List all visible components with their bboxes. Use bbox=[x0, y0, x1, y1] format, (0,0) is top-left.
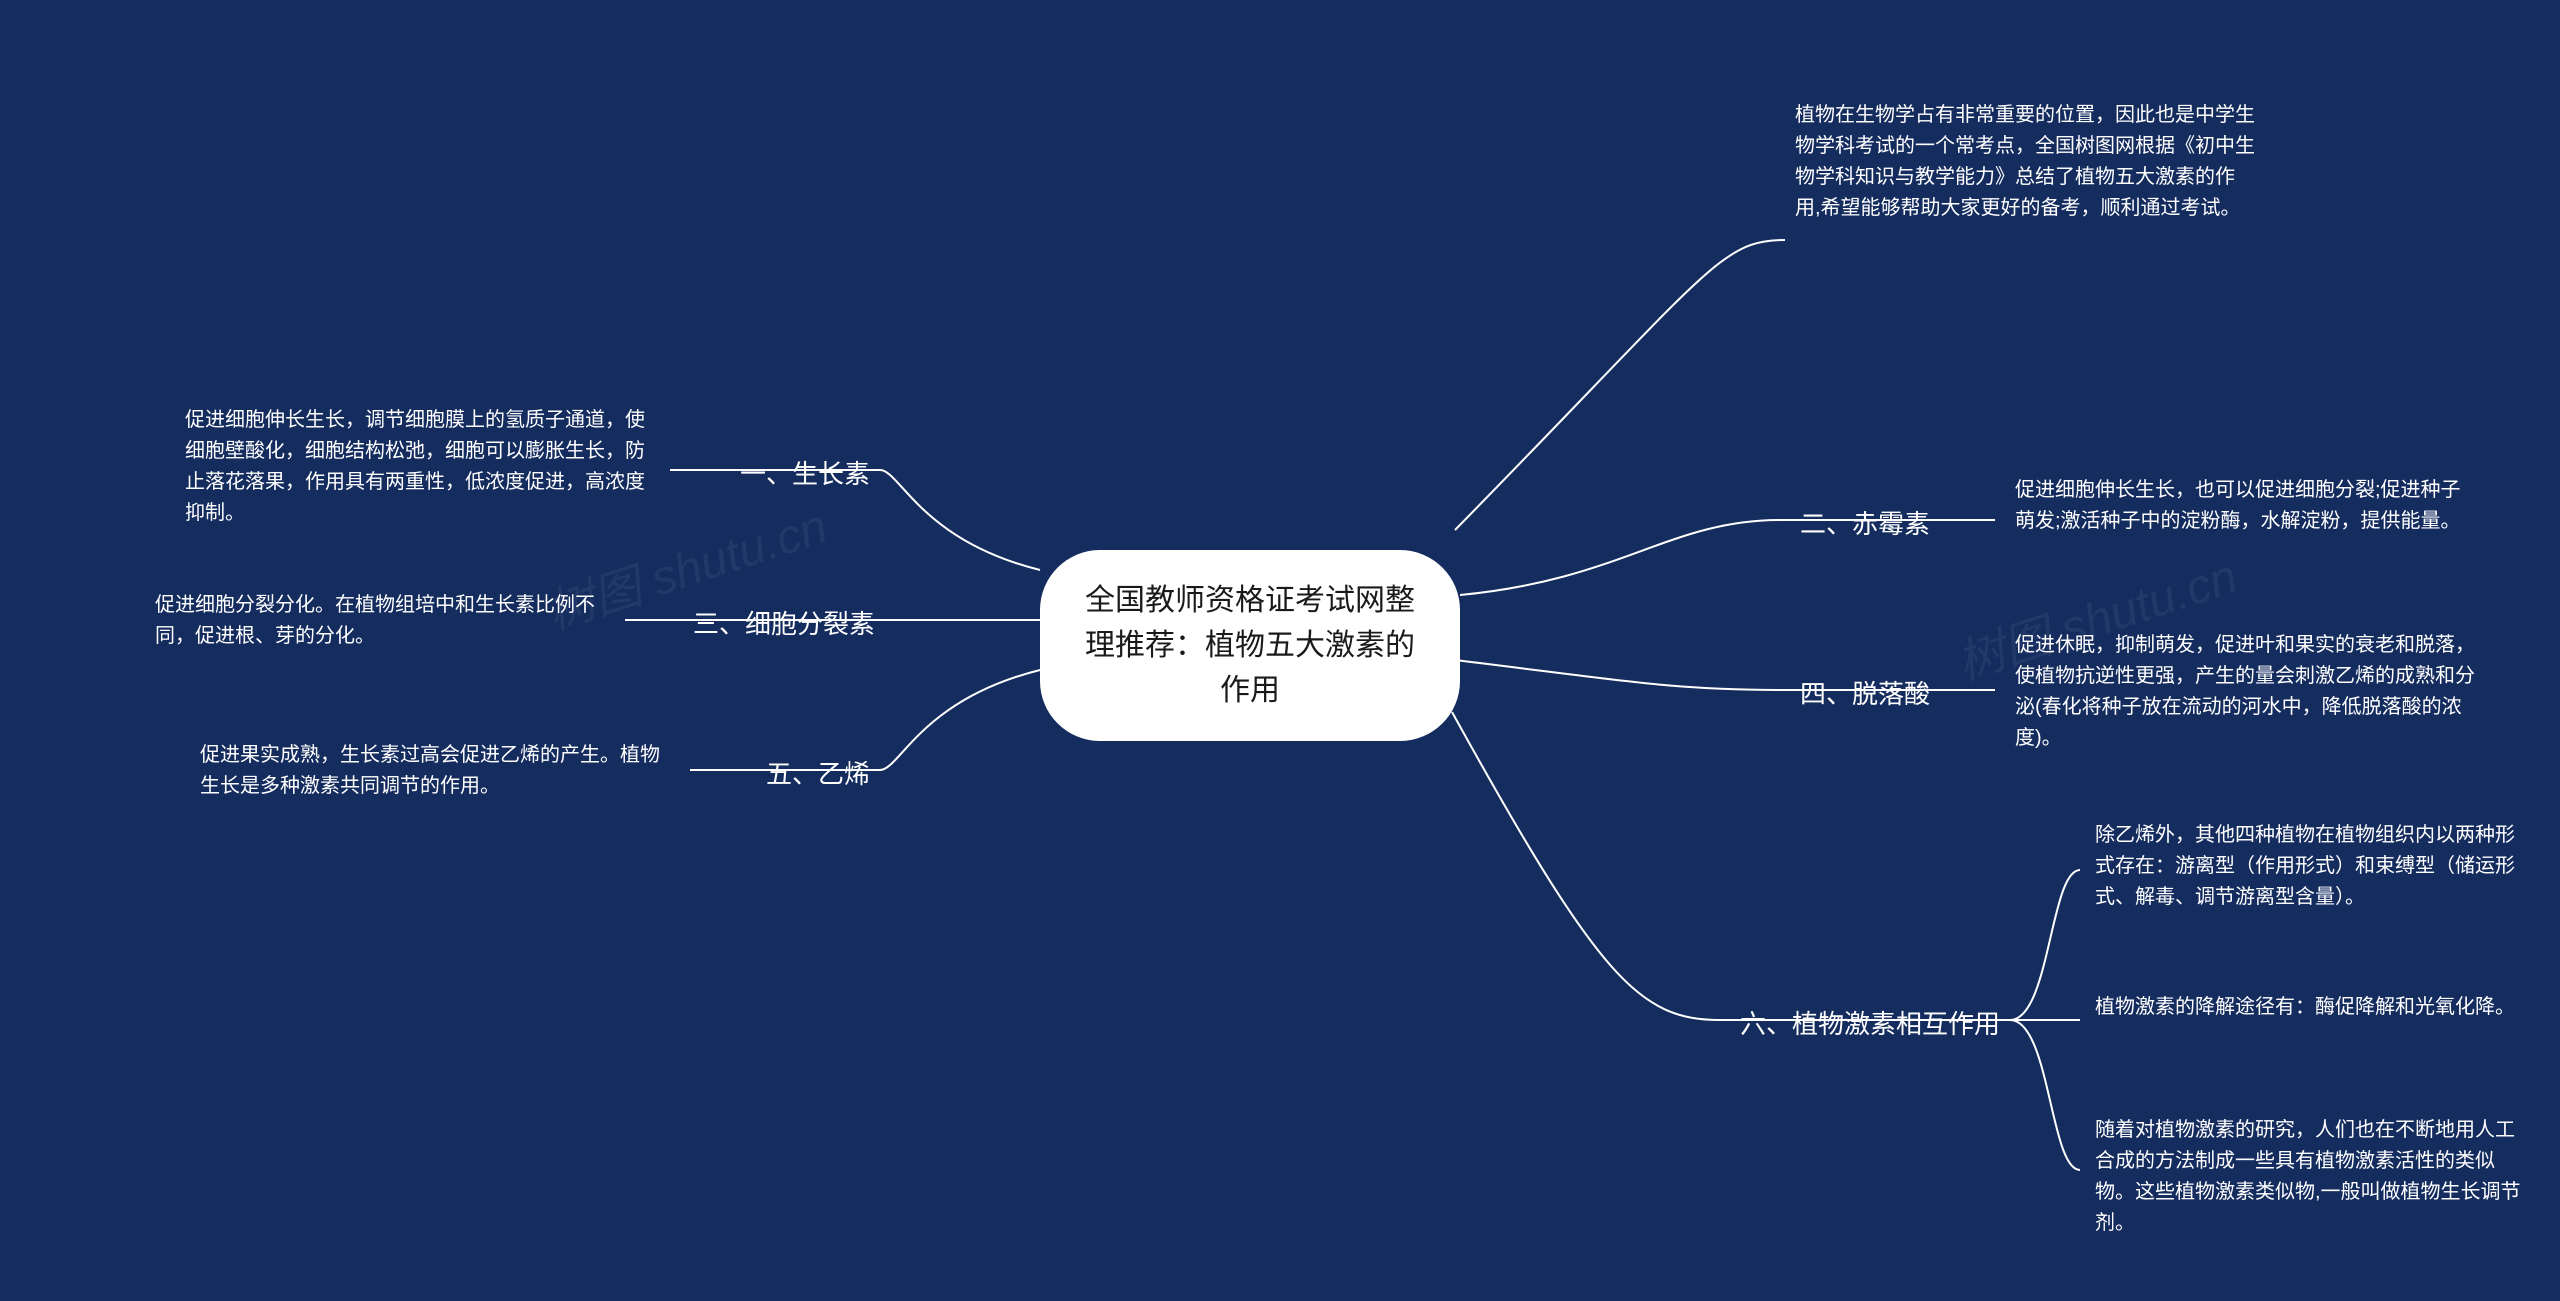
branch-n4: 四、脱落酸 bbox=[1800, 676, 1930, 712]
leaf-n6-1: 植物激素的降解途径有：酶促降解和光氧化降。 bbox=[2095, 992, 2525, 1023]
leaf-intro-0: 植物在生物学占有非常重要的位置，因此也是中学生物学科考试的一个常考点，全国树图网… bbox=[1795, 100, 2255, 224]
branch-n6: 六、植物激素相互作用 bbox=[1740, 1006, 2000, 1042]
leaf-n5-0: 促进果实成熟，生长素过高会促进乙烯的产生。植物生长是多种激素共同调节的作用。 bbox=[200, 740, 675, 802]
leaf-n2-0: 促进细胞伸长生长，也可以促进细胞分裂;促进种子萌发;激活种子中的淀粉酶，水解淀粉… bbox=[2015, 475, 2465, 537]
central-node: 全国教师资格证考试网整理推荐：植物五大激素的作用 bbox=[1040, 550, 1460, 741]
leaf-n1-0: 促进细胞伸长生长，调节细胞膜上的氢质子通道，使细胞壁酸化，细胞结构松弛，细胞可以… bbox=[185, 405, 655, 529]
mindmap-canvas: 树图 shutu.cn 树图 shutu.cn 全国教师资格证考试网整理推荐：植… bbox=[0, 0, 2560, 1301]
branch-n5: 五、乙烯 bbox=[766, 756, 870, 792]
branch-n2: 二、赤霉素 bbox=[1800, 506, 1930, 542]
branch-n1: 一、生长素 bbox=[740, 456, 870, 492]
leaf-n6-2: 随着对植物激素的研究，人们也在不断地用人工合成的方法制成一些具有植物激素活性的类… bbox=[2095, 1115, 2525, 1239]
leaf-n3-0: 促进细胞分裂分化。在植物组培中和生长素比例不同，促进根、芽的分化。 bbox=[155, 590, 615, 652]
leaf-n4-0: 促进休眠，抑制萌发，促进叶和果实的衰老和脱落，使植物抗逆性更强，产生的量会刺激乙… bbox=[2015, 630, 2475, 754]
leaf-n6-0: 除乙烯外，其他四种植物在植物组织内以两种形式存在：游离型（作用形式）和束缚型（储… bbox=[2095, 820, 2525, 913]
branch-n3: 三、细胞分裂素 bbox=[693, 606, 875, 642]
